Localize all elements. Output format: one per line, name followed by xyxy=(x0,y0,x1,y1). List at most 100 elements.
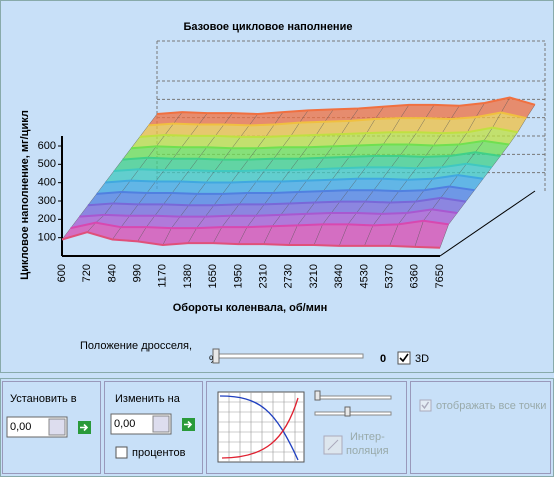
mesh-line xyxy=(146,181,156,194)
mesh-line xyxy=(281,170,291,182)
throttle-value: 0 xyxy=(380,353,386,365)
mesh-line xyxy=(146,215,156,228)
y-axis-label: Цикловое наполнение, мг/цикл xyxy=(19,110,31,280)
throttle-label: Положение дросселя, xyxy=(80,340,192,352)
x-tick-label: 2310 xyxy=(258,264,270,288)
group-set xyxy=(2,381,101,474)
mesh-line xyxy=(272,181,282,194)
slider-thumb[interactable] xyxy=(344,406,351,417)
mesh-line xyxy=(323,179,333,192)
change-spinner[interactable] xyxy=(152,415,170,433)
mesh-line xyxy=(364,225,374,246)
mesh-line xyxy=(222,182,232,194)
mesh-line xyxy=(449,175,459,187)
mesh-line xyxy=(450,105,460,120)
mesh-line xyxy=(197,182,207,194)
mesh-line xyxy=(181,135,191,148)
mesh-line xyxy=(323,146,333,158)
mesh-line xyxy=(517,117,527,133)
mesh-line xyxy=(70,216,80,229)
mesh-line xyxy=(198,112,208,125)
mesh-line xyxy=(263,226,273,245)
mesh-line xyxy=(223,148,233,160)
mesh-line xyxy=(467,117,477,133)
x-tick-label: 600 xyxy=(56,264,68,282)
mesh-line xyxy=(264,192,274,205)
mesh-line xyxy=(299,110,309,123)
mesh-line xyxy=(483,127,493,142)
mesh-line xyxy=(423,209,433,221)
group-interp xyxy=(206,381,407,474)
check-mark xyxy=(421,401,430,410)
set-value: 0,00 xyxy=(10,421,31,433)
y-tick-label: 500 xyxy=(38,158,56,170)
x-tick-label: 720 xyxy=(81,264,93,282)
mesh-line xyxy=(423,178,433,191)
x-tick-label: 1170 xyxy=(157,264,169,288)
mesh-line xyxy=(189,124,199,137)
arrow-icon xyxy=(184,420,193,429)
surface-row xyxy=(105,174,484,184)
set-spinner[interactable] xyxy=(48,418,66,436)
percent-checkbox[interactable] xyxy=(115,446,128,459)
change-value: 0,00 xyxy=(114,418,135,430)
mesh-line xyxy=(112,227,122,240)
x-axis-label: Обороты коленвала, об/мин xyxy=(173,302,328,314)
mesh-line xyxy=(112,191,122,204)
mesh-line xyxy=(500,144,510,157)
x-tick-label: 7650 xyxy=(434,264,446,288)
mesh-line xyxy=(240,125,250,137)
mesh-line xyxy=(248,148,258,160)
mesh-line xyxy=(373,178,383,191)
checkbox-3d[interactable] xyxy=(397,351,411,365)
mesh-line xyxy=(324,109,334,122)
mesh-line xyxy=(247,181,257,194)
checkbox-3d-label: 3D xyxy=(415,353,429,365)
mesh-line xyxy=(104,203,114,215)
mesh-line xyxy=(172,147,182,159)
surface-row xyxy=(79,208,458,218)
check-mark xyxy=(399,353,409,363)
slider-thumb[interactable] xyxy=(314,390,321,401)
mesh-line xyxy=(313,224,323,246)
mesh-line xyxy=(431,197,441,210)
mesh-line xyxy=(398,179,408,192)
mesh-line xyxy=(95,214,105,223)
mesh-line xyxy=(265,124,275,137)
interp-label: Интер- xyxy=(350,431,385,443)
mesh-line xyxy=(349,108,359,121)
mesh-line xyxy=(155,170,165,182)
mesh-line xyxy=(491,155,501,168)
y-tick-label: 600 xyxy=(38,140,56,152)
mesh-line xyxy=(433,133,443,146)
x-tick-label: 3840 xyxy=(333,264,345,288)
mesh-line xyxy=(179,205,189,217)
mesh-line xyxy=(441,118,451,134)
mesh-line xyxy=(288,225,298,246)
throttle-thumb[interactable] xyxy=(212,348,220,364)
surface-row xyxy=(139,126,518,138)
set-label: Установить в xyxy=(10,393,77,405)
y-tick-label: 300 xyxy=(38,195,56,207)
change-label: Изменить на xyxy=(115,393,181,405)
surface-row xyxy=(156,96,536,116)
x-tick-label: 1380 xyxy=(182,264,194,288)
mesh-line xyxy=(138,192,148,205)
mesh-line xyxy=(180,170,190,182)
mesh-line xyxy=(79,205,89,217)
mesh-line xyxy=(197,147,207,159)
x-tick-label: 5370 xyxy=(384,264,396,288)
mesh-line xyxy=(280,203,290,215)
mesh-line xyxy=(121,180,131,193)
mesh-line xyxy=(332,133,342,147)
mesh-line xyxy=(256,136,266,149)
surface-row xyxy=(96,185,475,195)
mesh-line xyxy=(466,152,476,164)
mesh-line xyxy=(381,202,391,215)
slider-track xyxy=(314,395,392,400)
mesh-line xyxy=(162,227,172,246)
surface-row xyxy=(70,219,449,230)
interp-label: поляция xyxy=(346,445,389,457)
mesh-line xyxy=(391,117,401,133)
arrow-icon xyxy=(80,423,89,432)
